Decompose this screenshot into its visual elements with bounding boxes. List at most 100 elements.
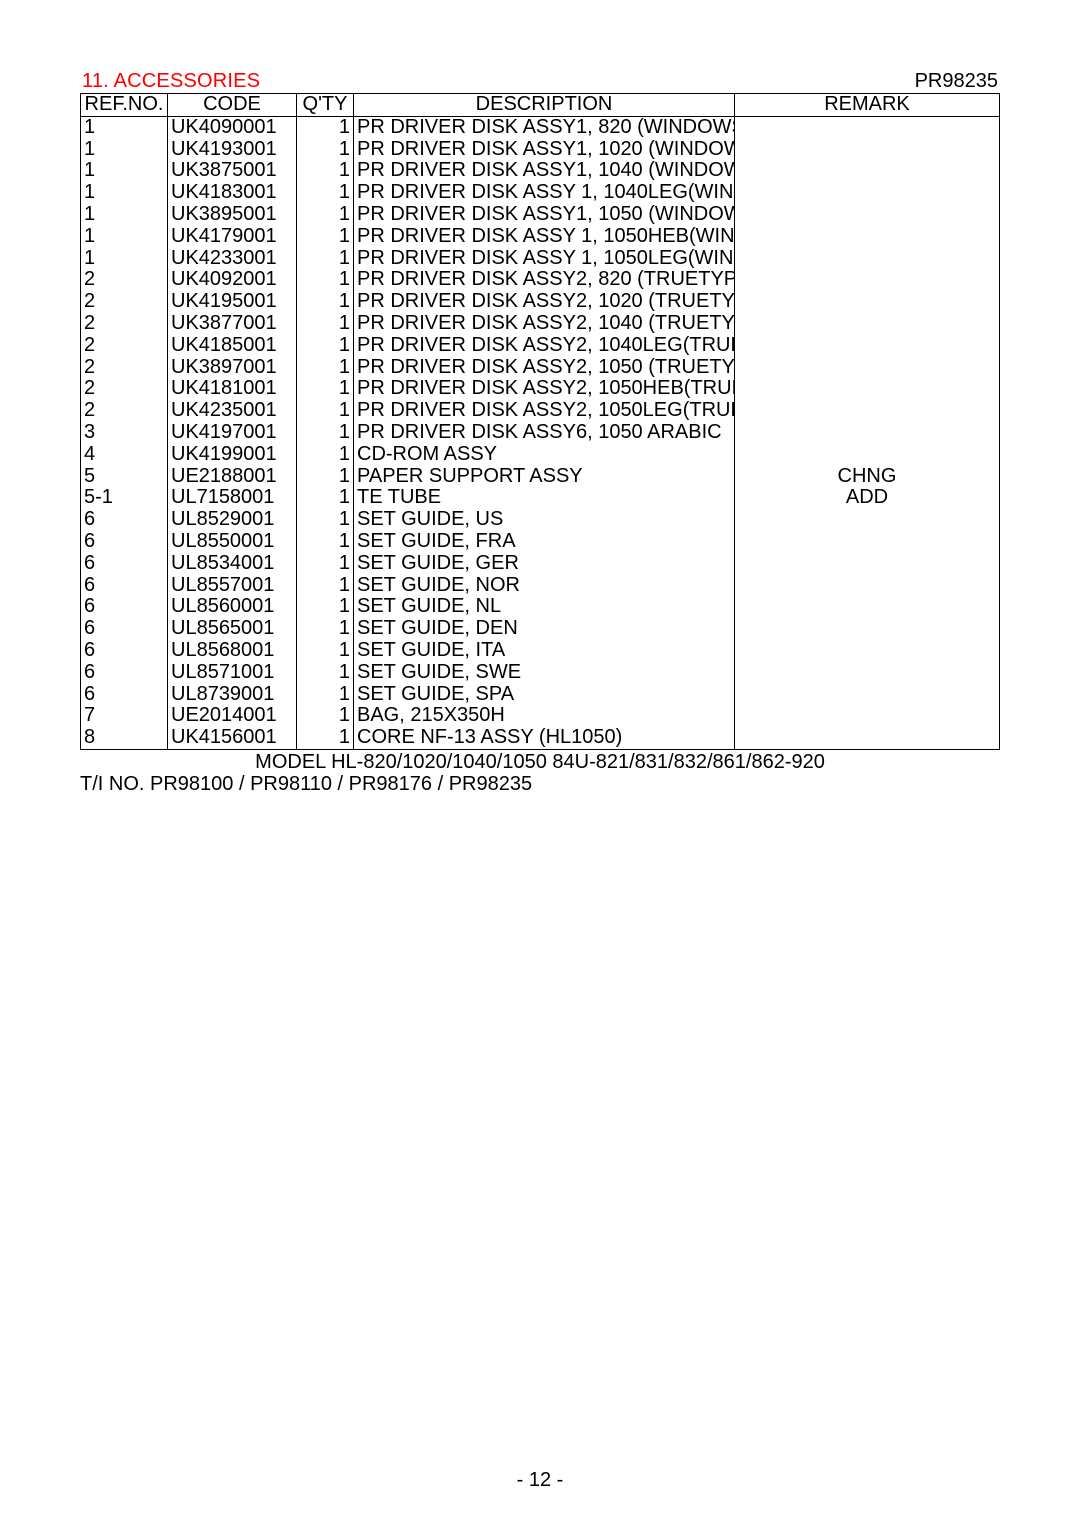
cell-remark (735, 553, 1000, 575)
cell-desc: PR DRIVER DISK ASSY1, 1050 (WINDOWS) (354, 204, 735, 226)
cell-ref: 5-1 (81, 487, 168, 509)
cell-ref: 2 (81, 357, 168, 379)
cell-qty: 1 (297, 248, 354, 270)
cell-code: UK4197001 (168, 422, 297, 444)
cell-qty: 1 (297, 575, 354, 597)
cell-code: UK3877001 (168, 313, 297, 335)
cell-remark (735, 116, 1000, 138)
table-row: 2UK41950011PR DRIVER DISK ASSY2, 1020 (T… (81, 291, 1000, 313)
cell-remark (735, 575, 1000, 597)
cell-qty: 1 (297, 553, 354, 575)
table-row: 6UL85570011SET GUIDE, NOR (81, 575, 1000, 597)
page-number: - 12 - (0, 1469, 1080, 1492)
cell-code: UK4185001 (168, 335, 297, 357)
table-row: 1UK38950011PR DRIVER DISK ASSY1, 1050 (W… (81, 204, 1000, 226)
cell-desc: PR DRIVER DISK ASSY 1, 1040LEG(WINDOWS) (354, 182, 735, 204)
cell-ref: 7 (81, 705, 168, 727)
table-row: 2UK42350011PR DRIVER DISK ASSY2, 1050LEG… (81, 400, 1000, 422)
cell-ref: 1 (81, 248, 168, 270)
cell-ref: 2 (81, 291, 168, 313)
cell-desc: SET GUIDE, FRA (354, 531, 735, 553)
cell-ref: 2 (81, 313, 168, 335)
cell-code: UK4183001 (168, 182, 297, 204)
cell-code: UL8568001 (168, 640, 297, 662)
cell-remark (735, 269, 1000, 291)
table-row: 2UK41810011PR DRIVER DISK ASSY2, 1050HEB… (81, 378, 1000, 400)
table-row: 6UL85340011SET GUIDE, GER (81, 553, 1000, 575)
table-row: 2UK41850011PR DRIVER DISK ASSY2, 1040LEG… (81, 335, 1000, 357)
cell-code: UL8534001 (168, 553, 297, 575)
cell-remark (735, 204, 1000, 226)
cell-desc: PR DRIVER DISK ASSY 1, 1050HEB(WINDOWS) (354, 226, 735, 248)
cell-ref: 6 (81, 640, 168, 662)
table-row: 6UL87390011SET GUIDE, SPA (81, 684, 1000, 706)
parts-table-body: 1UK40900011PR DRIVER DISK ASSY1, 820 (WI… (81, 116, 1000, 749)
cell-code: UK4092001 (168, 269, 297, 291)
parts-table: REF.NO. CODE Q'TY DESCRIPTION REMARK 1UK… (80, 93, 1000, 750)
table-row: 6UL85650011SET GUIDE, DEN (81, 618, 1000, 640)
cell-code: UK4179001 (168, 226, 297, 248)
cell-desc: CORE NF-13 ASSY (HL1050) (354, 727, 735, 749)
cell-ref: 6 (81, 596, 168, 618)
cell-code: UL8529001 (168, 509, 297, 531)
table-row: 1UK41830011PR DRIVER DISK ASSY 1, 1040LE… (81, 182, 1000, 204)
table-row: 5-1UL71580011TE TUBEADD (81, 487, 1000, 509)
cell-remark (735, 684, 1000, 706)
cell-qty: 1 (297, 139, 354, 161)
cell-ref: 5 (81, 466, 168, 488)
cell-desc: SET GUIDE, ITA (354, 640, 735, 662)
cell-qty: 1 (297, 662, 354, 684)
cell-ref: 2 (81, 400, 168, 422)
cell-desc: PR DRIVER DISK ASSY2, 1050 (TRUETYPE) (354, 357, 735, 379)
cell-qty: 1 (297, 618, 354, 640)
cell-qty: 1 (297, 378, 354, 400)
cell-code: UK3895001 (168, 204, 297, 226)
cell-desc: PR DRIVER DISK ASSY 1, 1050LEG(WINDOWS) (354, 248, 735, 270)
cell-ref: 6 (81, 618, 168, 640)
table-row: 2UK38770011PR DRIVER DISK ASSY2, 1040 (T… (81, 313, 1000, 335)
cell-code: UK4233001 (168, 248, 297, 270)
cell-remark (735, 248, 1000, 270)
cell-ref: 6 (81, 575, 168, 597)
cell-qty: 1 (297, 705, 354, 727)
cell-ref: 4 (81, 444, 168, 466)
cell-qty: 1 (297, 727, 354, 749)
cell-code: UL8571001 (168, 662, 297, 684)
cell-ref: 2 (81, 269, 168, 291)
cell-remark (735, 313, 1000, 335)
cell-remark (735, 335, 1000, 357)
parts-table-head: REF.NO. CODE Q'TY DESCRIPTION REMARK (81, 94, 1000, 117)
cell-remark (735, 727, 1000, 749)
cell-desc: PR DRIVER DISK ASSY6, 1050 ARABIC (354, 422, 735, 444)
col-header-ref: REF.NO. (81, 94, 168, 117)
cell-remark (735, 378, 1000, 400)
cell-ref: 2 (81, 378, 168, 400)
section-title: 11. ACCESSORIES (82, 70, 260, 93)
cell-qty: 1 (297, 116, 354, 138)
cell-desc: PR DRIVER DISK ASSY2, 1050HEB(TRUETYPE) (354, 378, 735, 400)
cell-ref: 8 (81, 727, 168, 749)
doc-id: PR98235 (915, 70, 998, 93)
cell-ref: 1 (81, 204, 168, 226)
cell-qty: 1 (297, 400, 354, 422)
cell-qty: 1 (297, 313, 354, 335)
cell-ref: 6 (81, 509, 168, 531)
cell-code: UL8739001 (168, 684, 297, 706)
cell-qty: 1 (297, 204, 354, 226)
cell-desc: SET GUIDE, SWE (354, 662, 735, 684)
cell-ref: 6 (81, 662, 168, 684)
cell-qty: 1 (297, 422, 354, 444)
footer-ti-line: T/I NO. PR98100 / PR98110 / PR98176 / PR… (80, 773, 1000, 795)
cell-qty: 1 (297, 335, 354, 357)
cell-desc: PR DRIVER DISK ASSY2, 1020 (TRUETYPE) (354, 291, 735, 313)
cell-desc: SET GUIDE, US (354, 509, 735, 531)
cell-qty: 1 (297, 291, 354, 313)
cell-code: UL8560001 (168, 596, 297, 618)
cell-ref: 3 (81, 422, 168, 444)
cell-qty: 1 (297, 357, 354, 379)
cell-remark (735, 531, 1000, 553)
cell-ref: 2 (81, 335, 168, 357)
cell-code: UL7158001 (168, 487, 297, 509)
page-header: 11. ACCESSORIES PR98235 (80, 70, 1000, 93)
table-row: 1UK40900011PR DRIVER DISK ASSY1, 820 (WI… (81, 116, 1000, 138)
